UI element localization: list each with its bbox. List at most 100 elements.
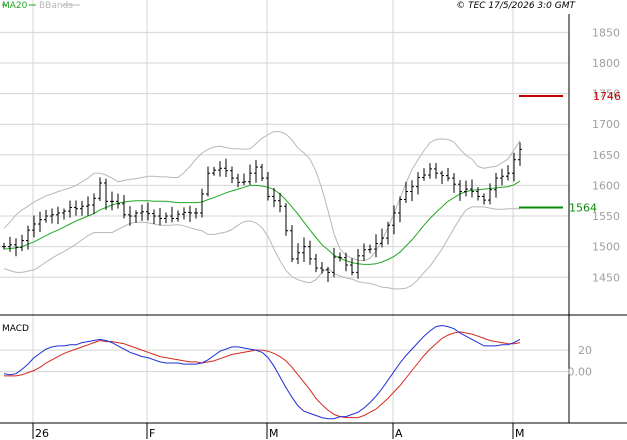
ohlc-bar	[212, 166, 216, 176]
price-tick-label: 1500	[592, 241, 620, 254]
chart-frame	[0, 14, 627, 439]
ohlc-bar	[488, 183, 492, 205]
price-tick-label: 1600	[592, 179, 620, 192]
ohlc-bar	[134, 210, 138, 223]
month-label: M	[269, 427, 279, 440]
ohlc-bar	[218, 161, 222, 177]
ohlc-bar	[194, 207, 198, 219]
ohlc-bar	[284, 203, 288, 236]
ohlc-bar	[434, 163, 438, 179]
ohlc-bar	[200, 188, 204, 218]
macd-title: MACD	[2, 324, 29, 334]
ohlc-bar	[236, 173, 240, 188]
ohlc-bar	[266, 171, 270, 201]
copyright-notice: © TEC 17/5/2026 3:0 GMT	[456, 1, 576, 11]
ohlc-bar	[152, 209, 156, 225]
bband-lower-line	[3, 206, 520, 290]
ohlc-bar	[206, 166, 210, 197]
ohlc-bar	[278, 192, 282, 213]
ohlc-bar	[308, 240, 312, 265]
ohlc-bar	[452, 173, 456, 193]
ohlc-bar	[98, 177, 102, 201]
ohlc-bar	[74, 200, 78, 216]
ohlc-bar	[242, 173, 246, 186]
ohlc-bar	[248, 164, 252, 185]
ohlc-bar	[344, 252, 348, 272]
ohlc-bar	[50, 208, 54, 224]
ohlc-bar	[86, 196, 90, 216]
price-tick-label: 1750	[592, 88, 620, 101]
bollinger-bands	[3, 131, 521, 290]
bband-upper-line	[3, 131, 521, 262]
ohlc-bar	[164, 212, 168, 224]
legend-bbands: BBands	[39, 1, 73, 11]
ohlc-bar	[254, 159, 258, 183]
price-levels	[519, 95, 563, 209]
ohlc-bar	[44, 209, 48, 223]
ohlc-bar	[182, 207, 186, 220]
price-tick-label: 1450	[592, 271, 620, 284]
macd-tick-label: 0.00	[568, 366, 593, 379]
macd-lines	[3, 324, 521, 420]
month-label: 26	[35, 427, 49, 440]
month-label: A	[395, 427, 403, 440]
price-tick-label: 1700	[592, 118, 620, 131]
ohlc-bar	[290, 225, 294, 263]
resistance-label: 1746	[593, 90, 621, 103]
ohlc-bar	[80, 200, 84, 216]
ohlc-bar	[116, 193, 120, 209]
ohlc-bar	[500, 168, 504, 186]
ohlc-bar	[170, 206, 174, 223]
ohlc-bar	[62, 208, 66, 220]
legend-ma20: MA20	[2, 1, 28, 11]
ohlc-bar	[56, 206, 60, 225]
ohlc-bar	[470, 179, 474, 198]
price-tick-label: 1650	[592, 149, 620, 162]
ohlc-bar	[302, 237, 306, 263]
ohlc-bar	[374, 234, 378, 258]
ohlc-bar	[296, 243, 300, 265]
month-label: M	[515, 427, 525, 440]
ohlc-bar	[230, 166, 234, 184]
macd-tick-label: 20	[578, 344, 592, 357]
ohlc-bar	[410, 180, 414, 202]
price-bars	[2, 142, 522, 282]
macd-line	[3, 324, 521, 420]
ohlc-bar	[362, 243, 366, 262]
price-tick-label: 1850	[592, 26, 620, 39]
ohlc-bar	[314, 253, 318, 273]
ohlc-bar	[158, 207, 162, 226]
ohlc-bar	[8, 236, 12, 252]
ohlc-bar	[464, 180, 468, 197]
ohlc-bar	[482, 193, 486, 205]
ohlc-bar	[446, 167, 450, 182]
ohlc-bar	[260, 164, 264, 182]
ohlc-bar	[422, 168, 426, 181]
ohlc-bar	[380, 228, 384, 248]
ohlc-bar	[320, 262, 324, 274]
ohlc-bar	[176, 210, 180, 222]
ohlc-bar	[122, 194, 126, 219]
ohlc-bar	[332, 247, 336, 278]
price-tick-label: 1800	[592, 57, 620, 70]
support-label: 1564	[569, 201, 597, 214]
axis-labels: 1450 1500 1550 1600 1650 1700 1750 1800 1850 0.00…	[35, 26, 621, 440]
ohlc-bar	[476, 187, 480, 201]
ohlc-bar	[428, 163, 432, 179]
ohlc-bar	[2, 242, 6, 250]
ohlc-bar	[128, 206, 132, 226]
ohlc-bar	[386, 221, 390, 245]
ohlc-bar	[224, 158, 228, 177]
ohlc-bar	[110, 191, 114, 211]
ohlc-bar	[338, 252, 342, 262]
month-label: F	[149, 427, 155, 440]
ohlc-bar	[20, 234, 24, 252]
ma20-line	[3, 180, 521, 265]
ohlc-bar	[512, 152, 516, 182]
ohlc-bar	[440, 170, 444, 185]
ohlc-bar	[104, 178, 108, 210]
ohlc-bar	[368, 244, 372, 254]
ohlc-bar	[518, 142, 522, 166]
